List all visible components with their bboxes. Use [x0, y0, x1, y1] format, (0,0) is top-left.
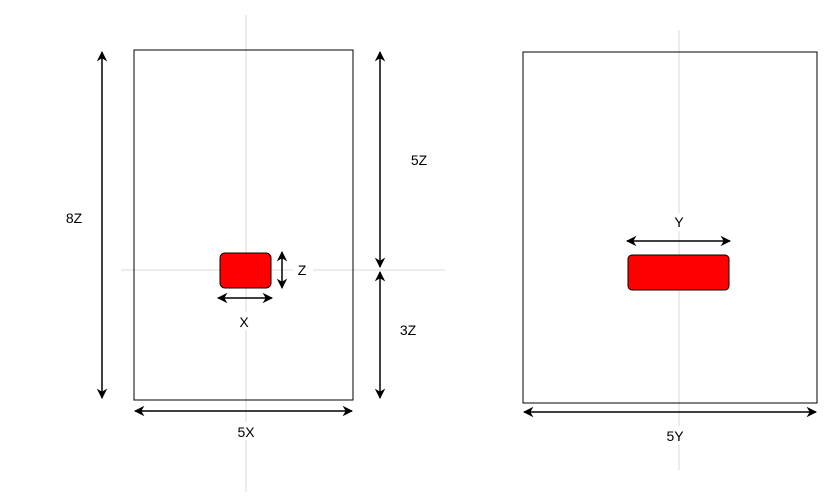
- width-5y-label: 5Y: [666, 428, 684, 444]
- left-outer-box: [133, 49, 354, 401]
- right-outer-box: [522, 51, 818, 404]
- block-width-x-label: X: [239, 314, 249, 330]
- upper-5z-label: 5Z: [411, 152, 428, 168]
- width-5x-label: 5X: [237, 424, 255, 440]
- block-height-z-label: Z: [298, 262, 307, 278]
- lower-3z-label: 3Z: [400, 322, 417, 338]
- right-red-block: [627, 254, 730, 291]
- left-red-block: [219, 252, 272, 289]
- height-8z-label: 8Z: [66, 210, 83, 226]
- block-width-y-label: Y: [674, 214, 684, 230]
